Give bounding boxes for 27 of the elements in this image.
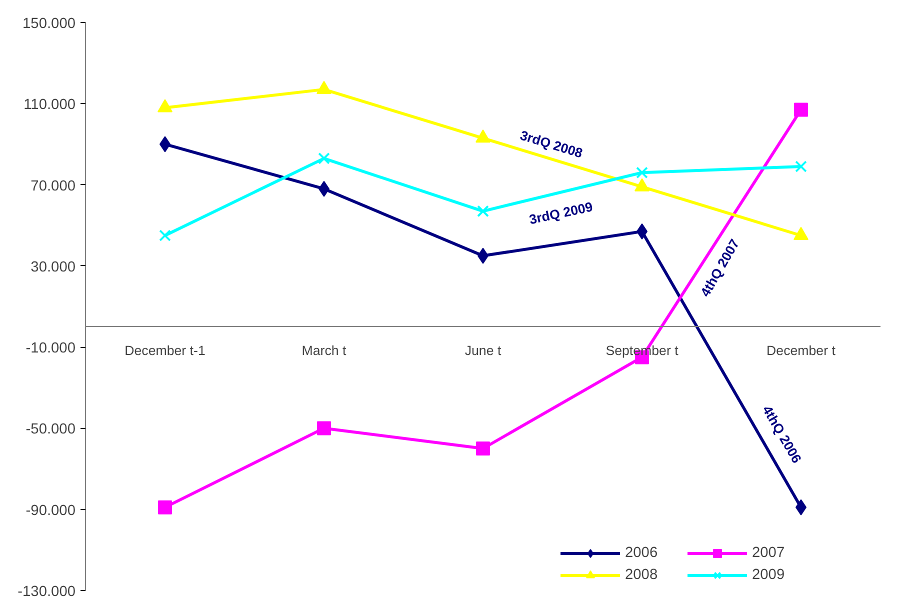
point <box>476 442 490 456</box>
point <box>636 166 648 179</box>
point <box>158 500 172 514</box>
x-tick-label: December t <box>766 342 836 358</box>
y-tick-label: -10.000 <box>26 340 76 357</box>
legend-label: 2009 <box>752 567 786 583</box>
y-tick-label: -130.000 <box>18 584 76 600</box>
y-tick-label: 70.000 <box>30 178 76 194</box>
y-tick-label: -90.000 <box>26 502 76 519</box>
y-tick-label: 30.000 <box>30 259 76 276</box>
annotation: 3rdQ 2009 <box>528 199 594 228</box>
x-tick-label: March t <box>302 342 347 358</box>
y-tick-label: 150.000 <box>22 16 76 32</box>
annotation: 3rdQ 2008 <box>518 128 584 161</box>
point <box>317 421 331 436</box>
legend-label: 2007 <box>752 545 786 561</box>
point <box>318 152 330 164</box>
y-tick-label: -50.000 <box>26 422 76 438</box>
point <box>795 160 807 172</box>
x-tick-label: December t-1 <box>124 342 206 358</box>
point <box>794 102 808 117</box>
legend-label: 2008 <box>625 567 659 583</box>
x-tick-label: June t <box>464 342 502 358</box>
y-tick-label: 110.000 <box>24 97 76 114</box>
point <box>477 205 489 218</box>
point <box>159 230 171 242</box>
legend-label: 2006 <box>625 545 659 561</box>
